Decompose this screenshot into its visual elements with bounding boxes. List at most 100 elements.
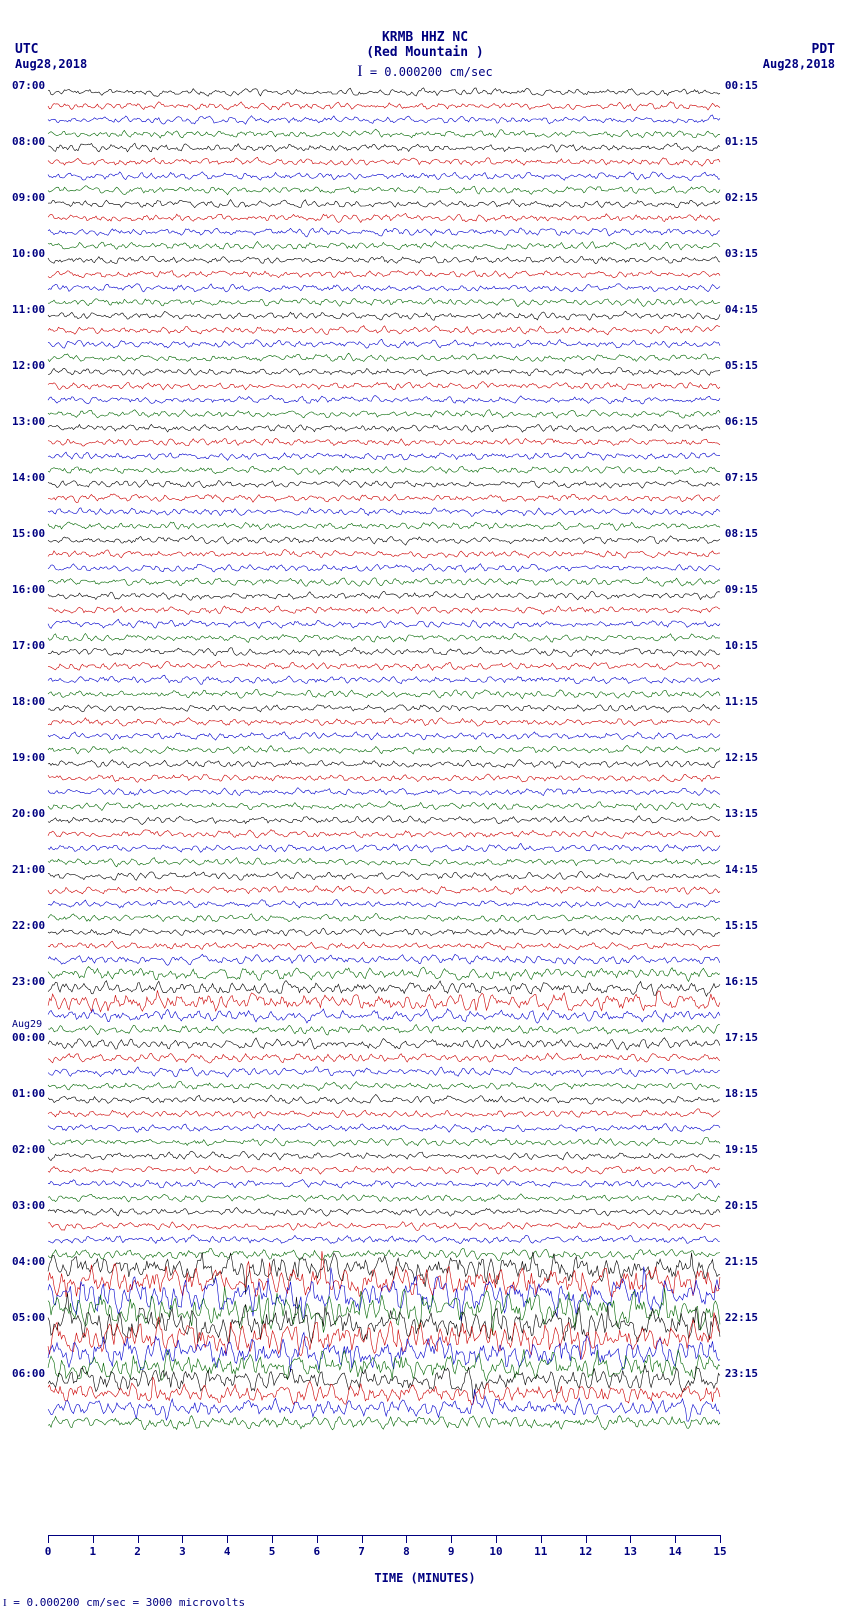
pdt-time-label: 09:15 <box>725 583 758 596</box>
utc-time-label: 14:00 <box>12 471 45 484</box>
trace-row <box>48 911 720 925</box>
x-tick-label: 11 <box>534 1545 547 1558</box>
trace-row <box>48 673 720 687</box>
x-tick-label: 2 <box>134 1545 141 1558</box>
pdt-time-label: 06:15 <box>725 415 758 428</box>
pdt-time-label: 03:15 <box>725 247 758 260</box>
utc-time-label: 13:00 <box>12 415 45 428</box>
seismogram-container: KRMB HHZ NC (Red Mountain ) I = 0.000200… <box>0 0 850 1613</box>
trace-row <box>48 561 720 575</box>
x-tick <box>720 1535 721 1543</box>
trace-row <box>48 435 720 449</box>
trace-row <box>48 337 720 351</box>
trace-row <box>48 743 720 757</box>
x-axis-title: TIME (MINUTES) <box>0 1571 850 1585</box>
trace-row <box>48 463 720 477</box>
trace-row: 13:0006:15 <box>48 421 720 435</box>
footer-bar-icon: I <box>3 1597 7 1609</box>
pdt-time-label: 16:15 <box>725 975 758 988</box>
trace-row <box>48 1135 720 1149</box>
date-left: Aug28,2018 <box>15 57 87 71</box>
trace-row: 17:0010:15 <box>48 645 720 659</box>
pdt-time-label: 11:15 <box>725 695 758 708</box>
x-tick <box>138 1535 139 1543</box>
helicorder-plot: 07:0000:1508:0001:1509:0002:1510:0003:15… <box>48 85 720 1515</box>
trace-row <box>48 407 720 421</box>
trace-row <box>48 239 720 253</box>
utc-time-label: 02:00 <box>12 1143 45 1156</box>
station-title: KRMB HHZ NC <box>0 30 850 45</box>
x-tick-label: 3 <box>179 1545 186 1558</box>
trace-row: 08:0001:15 <box>48 141 720 155</box>
x-tick-label: 7 <box>358 1545 365 1558</box>
utc-time-label: 20:00 <box>12 807 45 820</box>
footer-scale: I = 0.000200 cm/sec = 3000 microvolts <box>3 1596 245 1609</box>
pdt-time-label: 05:15 <box>725 359 758 372</box>
x-tick-label: 8 <box>403 1545 410 1558</box>
trace-row: 14:0007:15 <box>48 477 720 491</box>
pdt-time-label: 17:15 <box>725 1031 758 1044</box>
x-tick-label: 10 <box>489 1545 502 1558</box>
utc-time-label: 18:00 <box>12 695 45 708</box>
footer-text: = 0.000200 cm/sec = 3000 microvolts <box>13 1596 245 1609</box>
trace-row <box>48 659 720 673</box>
trace-row <box>48 169 720 183</box>
x-tick-label: 4 <box>224 1545 231 1558</box>
date-right: Aug28,2018 <box>763 57 835 71</box>
trace-row <box>48 113 720 127</box>
utc-time-label: 01:00 <box>12 1087 45 1100</box>
trace-row <box>48 491 720 505</box>
trace-row: 07:0000:15 <box>48 85 720 99</box>
trace-row <box>48 631 720 645</box>
trace-row <box>48 1121 720 1135</box>
x-tick <box>48 1535 49 1543</box>
utc-time-label: 09:00 <box>12 191 45 204</box>
timezone-right: PDT <box>812 42 835 57</box>
trace-row <box>48 855 720 869</box>
utc-time-label: 08:00 <box>12 135 45 148</box>
trace-row <box>48 687 720 701</box>
utc-time-label: 05:00 <box>12 1311 45 1324</box>
x-tick <box>675 1535 676 1543</box>
trace-row: 21:0014:15 <box>48 869 720 883</box>
utc-time-label: 10:00 <box>12 247 45 260</box>
x-tick <box>93 1535 94 1543</box>
x-tick-label: 9 <box>448 1545 455 1558</box>
utc-time-label: 16:00 <box>12 583 45 596</box>
trace-row <box>48 295 720 309</box>
pdt-time-label: 19:15 <box>725 1143 758 1156</box>
pdt-time-label: 20:15 <box>725 1199 758 1212</box>
utc-time-label: 03:00 <box>12 1199 45 1212</box>
pdt-time-label: 23:15 <box>725 1367 758 1380</box>
trace-row <box>48 771 720 785</box>
trace-row <box>48 841 720 855</box>
trace-row <box>48 323 720 337</box>
utc-time-label: 07:00 <box>12 79 45 92</box>
x-tick <box>227 1535 228 1543</box>
trace-row <box>48 729 720 743</box>
x-tick <box>541 1535 542 1543</box>
utc-time-label: 11:00 <box>12 303 45 316</box>
pdt-time-label: 02:15 <box>725 191 758 204</box>
trace-row: 11:0004:15 <box>48 309 720 323</box>
trace-row <box>48 183 720 197</box>
trace-row: 20:0013:15 <box>48 813 720 827</box>
x-tick <box>272 1535 273 1543</box>
trace-row: 01:0018:15 <box>48 1093 720 1107</box>
utc-time-label: 21:00 <box>12 863 45 876</box>
pdt-time-label: 01:15 <box>725 135 758 148</box>
trace-row <box>48 1163 720 1177</box>
trace-row <box>48 351 720 365</box>
utc-time-label: 23:00 <box>12 975 45 988</box>
pdt-time-label: 18:15 <box>725 1087 758 1100</box>
trace-row: 12:0005:15 <box>48 365 720 379</box>
trace-row <box>48 603 720 617</box>
trace-row <box>48 799 720 813</box>
trace-row <box>48 379 720 393</box>
x-tick-label: 15 <box>713 1545 726 1558</box>
trace-row <box>48 505 720 519</box>
trace-row <box>48 267 720 281</box>
trace-row <box>48 99 720 113</box>
x-tick <box>586 1535 587 1543</box>
pdt-time-label: 21:15 <box>725 1255 758 1268</box>
